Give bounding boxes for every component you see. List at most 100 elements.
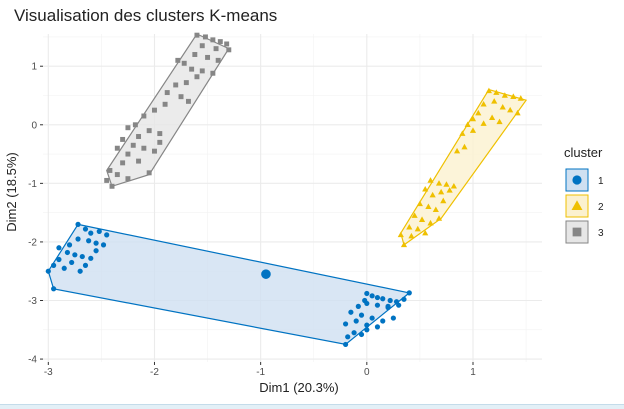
cluster-2-point <box>464 121 471 128</box>
cluster-2-point <box>450 183 457 189</box>
cluster-3-point <box>175 57 181 63</box>
cluster-2-point <box>429 191 436 198</box>
cluster-3-point <box>194 32 200 38</box>
cluster-1-point <box>374 294 381 301</box>
cluster-2-point <box>453 147 461 154</box>
cluster-1-point <box>369 293 375 299</box>
cluster-2-point <box>406 224 413 230</box>
cluster-3-point <box>114 172 120 178</box>
cluster-3-point <box>202 34 208 40</box>
cluster-3-point <box>107 168 113 173</box>
cluster-1-point <box>364 290 370 297</box>
cluster-3-point <box>173 82 179 88</box>
bottom-strip <box>0 404 624 409</box>
cluster-2-point <box>514 109 521 116</box>
cluster-1-point <box>406 290 412 296</box>
y-tick-label: 1 <box>31 62 37 73</box>
x-tick-label: -3 <box>44 367 53 378</box>
cluster-3-point <box>210 37 216 43</box>
cluster-3-point <box>189 66 195 72</box>
cluster-2-point <box>427 219 434 226</box>
cluster-1-point <box>75 236 81 242</box>
cluster-1-point <box>396 302 402 308</box>
cluster-1-point <box>56 245 62 251</box>
cluster-1-point <box>358 312 365 318</box>
cluster-2-point <box>435 180 443 186</box>
cluster-3-point <box>194 74 200 80</box>
cluster-3-point <box>146 170 152 176</box>
cluster-1-point <box>69 259 75 266</box>
cluster-3-point <box>125 151 131 157</box>
cluster-2-point <box>480 101 487 107</box>
cluster-2-point <box>418 216 426 222</box>
cluster-1-point <box>358 331 365 338</box>
cluster-1-point <box>401 296 407 302</box>
cluster-3-point <box>205 54 211 60</box>
x-axis-title: Dim1 (20.3%) <box>259 380 338 395</box>
y-tick-label: -3 <box>28 296 37 307</box>
cluster-3-point <box>104 177 110 183</box>
cluster-3-point <box>157 139 163 145</box>
cluster-2-point <box>461 143 468 150</box>
cluster-1-point <box>64 249 71 256</box>
cluster-2-point <box>475 109 482 116</box>
chart-title: Visualisation des clusters K-means <box>14 6 277 25</box>
cluster-1-point <box>82 262 89 268</box>
cluster-1-point <box>374 302 381 308</box>
y-tick-label: 0 <box>31 120 37 131</box>
cluster-1-point <box>61 265 67 271</box>
cluster-1-point <box>86 238 92 244</box>
legend-marker-1 <box>572 175 582 185</box>
cluster-3-point <box>130 142 136 148</box>
cluster-2-point <box>491 98 498 104</box>
cluster-1-point <box>88 255 94 261</box>
cluster-1-point <box>380 318 386 324</box>
cluster-3-point <box>183 80 189 86</box>
cluster-3-point <box>114 145 120 151</box>
cluster-3-point <box>226 47 232 53</box>
cluster-2-point <box>493 89 500 95</box>
cluster-3-point <box>217 39 223 45</box>
cluster-3-point <box>125 176 131 182</box>
cluster-1-point <box>100 242 107 248</box>
cluster-centroids <box>261 269 271 279</box>
cluster-1-point <box>93 240 99 246</box>
cluster-1-point <box>353 318 359 324</box>
cluster-2-point <box>499 103 506 110</box>
x-tick-label: -2 <box>150 367 159 378</box>
cluster-3-point <box>125 125 131 131</box>
cluster-2-point <box>432 206 439 212</box>
y-tick-label: -4 <box>28 355 37 366</box>
cluster-2-point <box>438 188 445 195</box>
cluster-1-point <box>72 252 78 258</box>
cluster-1-point <box>355 303 361 309</box>
y-axis-title: Dim2 (18.5%) <box>4 152 19 231</box>
x-tick-label: -1 <box>256 367 265 378</box>
cluster-3-point <box>162 101 168 107</box>
cluster-3-point <box>109 183 115 189</box>
legend-title: cluster <box>564 145 603 160</box>
cluster-2-point <box>485 87 493 94</box>
cluster-2-point <box>501 92 508 98</box>
cluster-3-point <box>213 46 219 52</box>
cluster-2-point <box>422 229 429 236</box>
cluster-2-point <box>517 95 524 101</box>
cluster-1-point <box>51 262 57 268</box>
data-points <box>45 32 524 348</box>
legend-marker-3 <box>572 227 582 237</box>
cluster-1-point <box>342 321 349 327</box>
legend-label-3: 3 <box>598 228 604 239</box>
cluster-3-point <box>146 128 152 134</box>
cluster-3-point <box>152 107 157 113</box>
cluster-2-point <box>480 120 487 126</box>
cluster-1-point <box>88 230 94 236</box>
cluster-3-point <box>132 122 138 128</box>
cluster-3-point <box>141 113 147 119</box>
cluster-2-point <box>435 215 443 221</box>
cluster-1-point <box>104 232 110 238</box>
x-tick-label: 0 <box>364 367 370 378</box>
cluster-1-point <box>348 309 354 315</box>
cluster-hulls <box>47 33 528 346</box>
cluster-1-point <box>66 242 73 248</box>
legend: cluster 1 2 3 <box>564 145 604 244</box>
